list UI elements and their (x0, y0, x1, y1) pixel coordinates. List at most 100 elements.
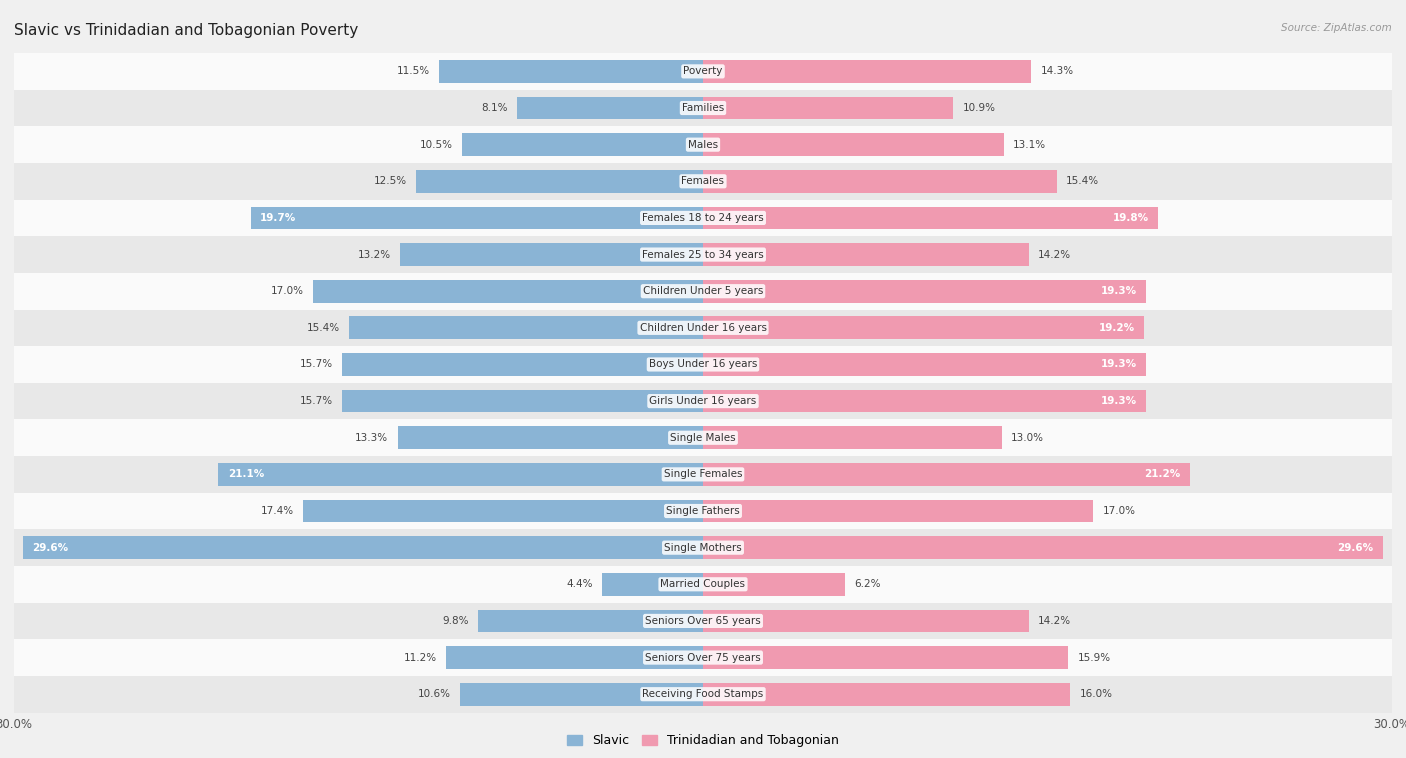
Text: Single Mothers: Single Mothers (664, 543, 742, 553)
Text: 10.9%: 10.9% (963, 103, 995, 113)
Text: 11.5%: 11.5% (396, 67, 430, 77)
Bar (703, 647, 1069, 669)
Text: Children Under 5 years: Children Under 5 years (643, 287, 763, 296)
Bar (703, 500, 1094, 522)
Bar (14, 89, 1392, 127)
Bar (14, 127, 1392, 163)
Text: 13.0%: 13.0% (1011, 433, 1043, 443)
Bar (703, 353, 1146, 376)
Text: 19.7%: 19.7% (260, 213, 297, 223)
Bar (703, 537, 1382, 559)
Bar (349, 317, 703, 339)
Text: 14.2%: 14.2% (1038, 249, 1071, 259)
Bar (14, 603, 1392, 639)
Text: Slavic vs Trinidadian and Tobagonian Poverty: Slavic vs Trinidadian and Tobagonian Pov… (14, 23, 359, 38)
Legend: Slavic, Trinidadian and Tobagonian: Slavic, Trinidadian and Tobagonian (562, 729, 844, 753)
Bar (14, 383, 1392, 419)
Text: Married Couples: Married Couples (661, 579, 745, 589)
Bar (399, 243, 703, 266)
Text: 13.2%: 13.2% (357, 249, 391, 259)
Bar (250, 207, 703, 229)
Bar (312, 280, 703, 302)
Bar (14, 199, 1392, 236)
Bar (14, 456, 1392, 493)
Text: 10.5%: 10.5% (419, 139, 453, 149)
Bar (461, 133, 703, 156)
Text: Boys Under 16 years: Boys Under 16 years (648, 359, 758, 369)
Text: 15.4%: 15.4% (307, 323, 340, 333)
Bar (460, 683, 703, 706)
Text: 4.4%: 4.4% (567, 579, 593, 589)
Text: Single Fathers: Single Fathers (666, 506, 740, 516)
Bar (703, 280, 1146, 302)
Bar (703, 243, 1029, 266)
Bar (478, 609, 703, 632)
Text: Seniors Over 65 years: Seniors Over 65 years (645, 616, 761, 626)
Text: 29.6%: 29.6% (1337, 543, 1374, 553)
Bar (703, 170, 1057, 193)
Bar (703, 463, 1189, 486)
Bar (14, 529, 1392, 566)
Bar (14, 566, 1392, 603)
Text: Poverty: Poverty (683, 67, 723, 77)
Text: 8.1%: 8.1% (481, 103, 508, 113)
Text: Single Females: Single Females (664, 469, 742, 479)
Text: Children Under 16 years: Children Under 16 years (640, 323, 766, 333)
Text: 15.9%: 15.9% (1077, 653, 1111, 662)
Bar (14, 346, 1392, 383)
Bar (14, 419, 1392, 456)
Text: 16.0%: 16.0% (1080, 689, 1112, 699)
Text: 19.2%: 19.2% (1098, 323, 1135, 333)
Text: Receiving Food Stamps: Receiving Food Stamps (643, 689, 763, 699)
Text: 13.3%: 13.3% (356, 433, 388, 443)
Bar (14, 309, 1392, 346)
Bar (218, 463, 703, 486)
Text: 19.3%: 19.3% (1101, 396, 1137, 406)
Text: Females 25 to 34 years: Females 25 to 34 years (643, 249, 763, 259)
Bar (24, 537, 703, 559)
Bar (14, 236, 1392, 273)
Text: 14.2%: 14.2% (1038, 616, 1071, 626)
Text: Females: Females (682, 177, 724, 186)
Bar (14, 493, 1392, 529)
Bar (602, 573, 703, 596)
Bar (14, 676, 1392, 713)
Bar (703, 133, 1004, 156)
Text: 6.2%: 6.2% (855, 579, 882, 589)
Text: Males: Males (688, 139, 718, 149)
Text: 19.8%: 19.8% (1112, 213, 1149, 223)
Bar (398, 427, 703, 449)
Text: 19.3%: 19.3% (1101, 359, 1137, 369)
Text: Single Males: Single Males (671, 433, 735, 443)
Text: 15.4%: 15.4% (1066, 177, 1099, 186)
Text: 15.7%: 15.7% (299, 359, 333, 369)
Bar (517, 97, 703, 119)
Text: 12.5%: 12.5% (374, 177, 406, 186)
Bar (14, 53, 1392, 89)
Text: 19.3%: 19.3% (1101, 287, 1137, 296)
Bar (703, 207, 1157, 229)
Bar (304, 500, 703, 522)
Bar (703, 390, 1146, 412)
Text: 15.7%: 15.7% (299, 396, 333, 406)
Bar (446, 647, 703, 669)
Bar (343, 390, 703, 412)
Text: Girls Under 16 years: Girls Under 16 years (650, 396, 756, 406)
Text: Source: ZipAtlas.com: Source: ZipAtlas.com (1281, 23, 1392, 33)
Bar (14, 273, 1392, 309)
Bar (703, 573, 845, 596)
Text: Seniors Over 75 years: Seniors Over 75 years (645, 653, 761, 662)
Bar (14, 639, 1392, 676)
Text: 17.0%: 17.0% (1102, 506, 1136, 516)
Bar (416, 170, 703, 193)
Text: 11.2%: 11.2% (404, 653, 437, 662)
Bar (703, 60, 1032, 83)
Text: 21.2%: 21.2% (1144, 469, 1181, 479)
Bar (343, 353, 703, 376)
Bar (703, 609, 1029, 632)
Text: 13.1%: 13.1% (1012, 139, 1046, 149)
Text: 17.4%: 17.4% (262, 506, 294, 516)
Bar (703, 317, 1144, 339)
Bar (14, 163, 1392, 199)
Bar (703, 427, 1001, 449)
